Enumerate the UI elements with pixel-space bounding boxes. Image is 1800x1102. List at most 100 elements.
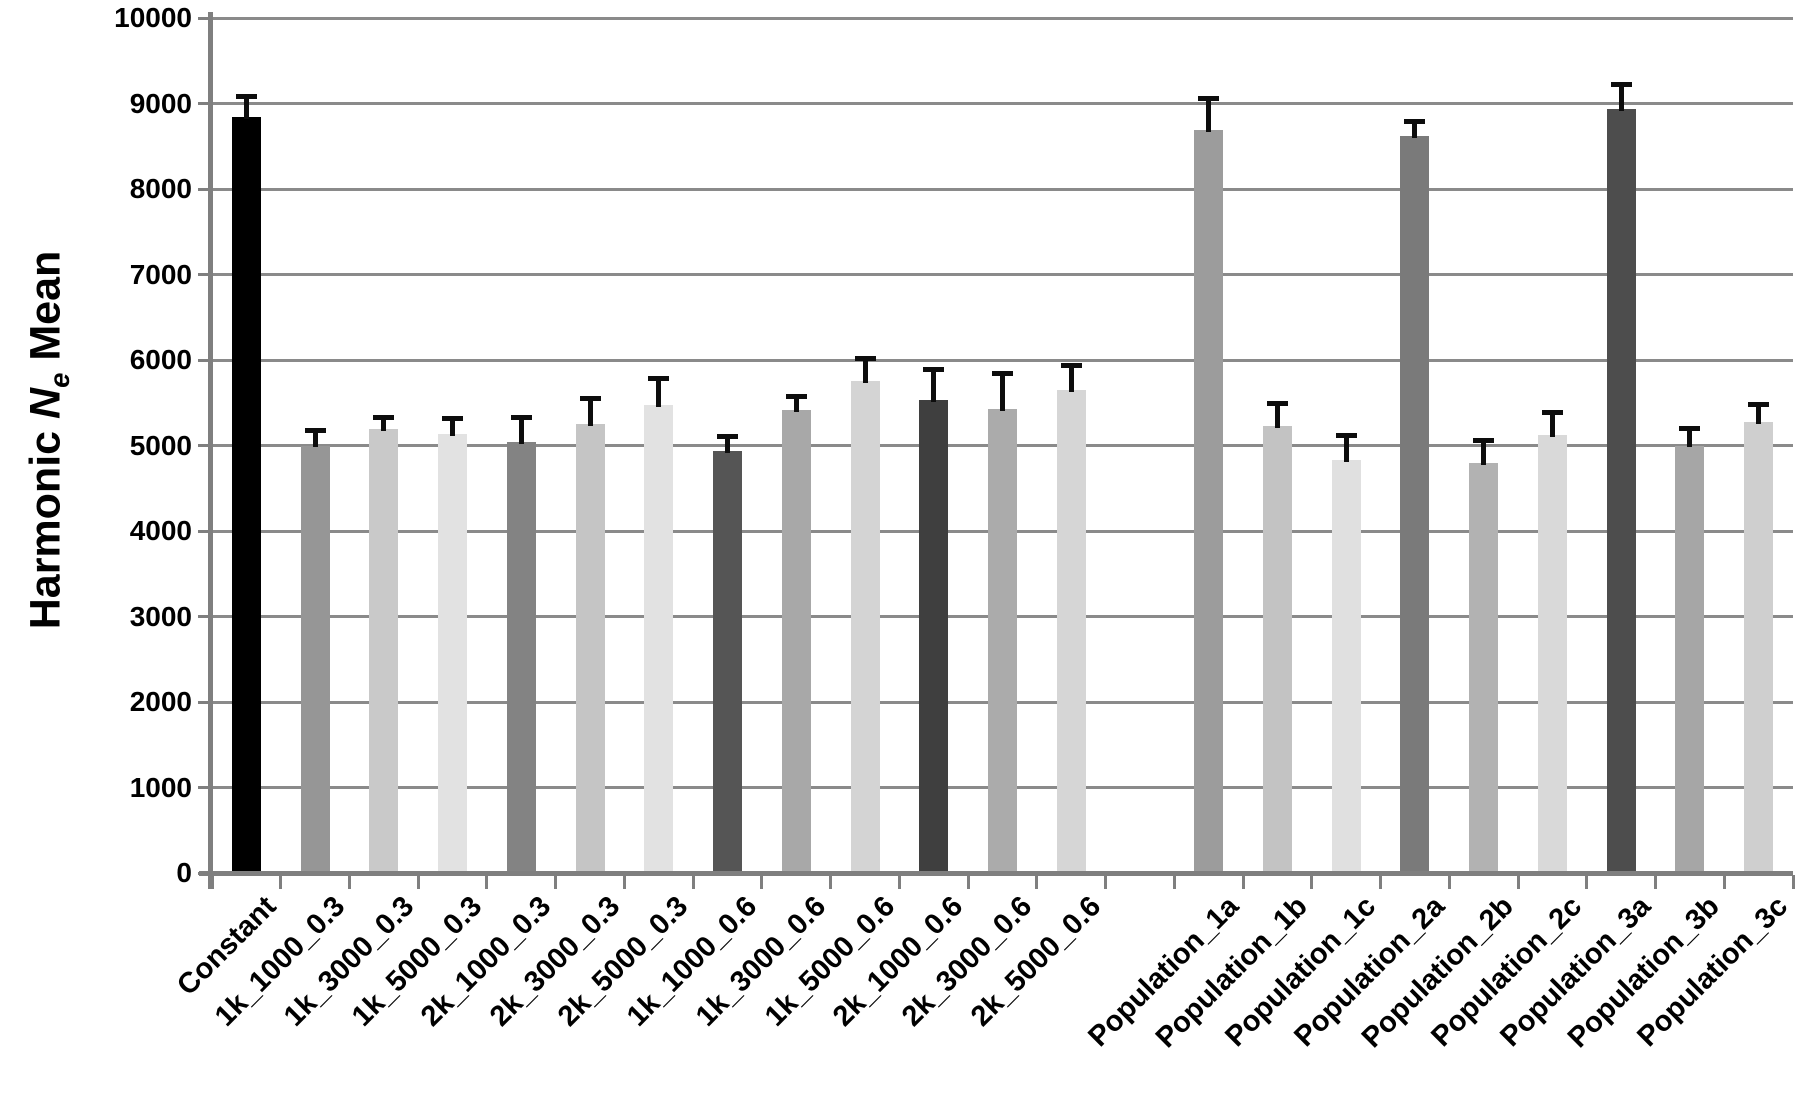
bar-2k_1000_0.3 [506, 442, 536, 873]
error-bar-cap-Population_1c [1335, 433, 1357, 439]
error-bar-cap-2k_1000_0.6 [923, 366, 945, 372]
x-tick-10 [897, 875, 901, 889]
bar-Population_3a [1606, 109, 1636, 873]
y-tick-4000 [198, 529, 213, 533]
error-bar-line-2k_5000_0.6 [1068, 365, 1074, 392]
y-tick-label-0: 0 [176, 857, 192, 888]
y-tick-0 [198, 871, 213, 875]
error-bar-line-2k_5000_0.3 [656, 377, 662, 408]
x-tick-1 [279, 875, 283, 889]
error-bar-line-1k_5000_0.3 [450, 418, 456, 437]
x-tick-6 [622, 875, 626, 889]
bar-1k_3000_0.6 [781, 409, 811, 873]
x-tick-22 [1722, 875, 1726, 889]
x-tick-14 [1172, 875, 1176, 889]
bar-Population_2b [1469, 462, 1499, 873]
error-bar-line-Population_3b [1687, 428, 1693, 448]
bar-Constant [231, 117, 261, 873]
gridline-9000 [212, 102, 1793, 105]
y-tick-10000 [198, 16, 213, 20]
error-bar-line-Population_3a [1618, 83, 1624, 112]
error-bar-line-Population_1b [1274, 402, 1280, 428]
x-tick-23 [1791, 875, 1795, 889]
x-tick-17 [1379, 875, 1383, 889]
gridline-8000 [212, 187, 1793, 191]
y-tick-5000 [198, 444, 213, 447]
bar-1k_1000_0.6 [713, 451, 743, 873]
error-bar-line-2k_3000_0.3 [587, 397, 593, 427]
y-axis-title-variable: N [21, 387, 70, 419]
error-bar-cap-1k_3000_0.6 [785, 393, 807, 399]
error-bar-cap-Population_1b [1266, 400, 1288, 406]
x-axis-line [199, 871, 1793, 876]
x-tick-8 [760, 875, 764, 889]
error-bar-cap-Population_2c [1541, 410, 1563, 416]
x-tick-11 [966, 875, 970, 889]
y-tick-1000 [198, 786, 213, 789]
y-tick-7000 [198, 273, 213, 276]
bar-2k_5000_0.6 [1056, 389, 1086, 873]
bar-Population_2a [1400, 135, 1430, 873]
error-bar-line-2k_1000_0.3 [518, 417, 524, 445]
bar-Population_1c [1331, 460, 1361, 873]
error-bar-cap-2k_3000_0.3 [579, 395, 601, 401]
error-bar-line-Population_2a [1412, 121, 1418, 138]
x-tick-20 [1585, 875, 1589, 889]
error-bar-line-1k_3000_0.6 [793, 395, 799, 412]
error-bar-line-2k_1000_0.6 [931, 368, 937, 403]
error-bar-cap-2k_5000_0.3 [648, 375, 670, 381]
x-tick-3 [416, 875, 420, 889]
y-tick-label-4000: 4000 [129, 515, 192, 546]
x-tick-18 [1447, 875, 1451, 889]
x-tick-9 [829, 875, 833, 889]
y-tick-label-1000: 1000 [129, 771, 192, 803]
y-tick-8000 [198, 187, 213, 191]
error-bar-cap-1k_5000_0.6 [854, 356, 876, 362]
error-bar-line-Population_2c [1549, 412, 1555, 438]
error-bar-line-1k_3000_0.3 [381, 417, 387, 432]
error-bar-line-Constant [243, 95, 249, 120]
y-tick-label-9000: 9000 [129, 87, 192, 119]
x-tick-19 [1516, 875, 1520, 889]
gridline-6000 [212, 358, 1793, 362]
error-bar-line-Population_1c [1343, 435, 1349, 463]
bar-2k_5000_0.3 [644, 405, 674, 873]
bar-2k_3000_0.3 [575, 424, 605, 873]
error-bar-cap-Population_2b [1473, 438, 1495, 444]
error-bar-line-1k_5000_0.6 [862, 358, 868, 383]
error-bar-cap-1k_3000_0.3 [373, 415, 395, 421]
bar-2k_3000_0.6 [988, 408, 1017, 873]
gridline-7000 [212, 273, 1793, 276]
y-tick-label-7000: 7000 [129, 258, 192, 290]
error-bar-line-1k_1000_0.3 [312, 430, 318, 448]
error-bar-cap-2k_5000_0.6 [1060, 363, 1082, 369]
y-axis-line [208, 12, 213, 889]
x-tick-5 [554, 875, 558, 889]
error-bar-cap-Population_1a [1198, 96, 1220, 102]
gridline-10000 [212, 16, 1793, 20]
error-bar-cap-Population_3b [1679, 426, 1701, 432]
y-tick-label-3000: 3000 [129, 600, 192, 632]
x-tick-2 [347, 875, 351, 889]
y-tick-label-2000: 2000 [129, 686, 192, 717]
y-tick-label-6000: 6000 [129, 344, 192, 375]
error-bar-cap-1k_1000_0.6 [717, 434, 739, 440]
x-tick-21 [1654, 875, 1658, 889]
error-bar-line-2k_3000_0.6 [1000, 372, 1005, 411]
x-tick-7 [691, 875, 695, 889]
y-tick-2000 [198, 700, 213, 704]
error-bar-line-Population_1a [1206, 98, 1212, 132]
error-bar-cap-Population_3c [1748, 401, 1770, 407]
bar-Population_3b [1675, 445, 1705, 873]
y-tick-label-5000: 5000 [129, 429, 192, 461]
x-tick-13 [1104, 875, 1108, 889]
error-bar-cap-1k_1000_0.3 [304, 428, 326, 434]
bar-Population_2c [1537, 435, 1567, 873]
y-tick-label-10000: 10000 [114, 2, 192, 33]
error-bar-cap-1k_5000_0.3 [442, 416, 464, 422]
bar-1k_1000_0.3 [300, 445, 330, 873]
bar-Population_3c [1744, 421, 1774, 873]
x-tick-4 [485, 875, 489, 889]
y-tick-6000 [198, 358, 213, 362]
